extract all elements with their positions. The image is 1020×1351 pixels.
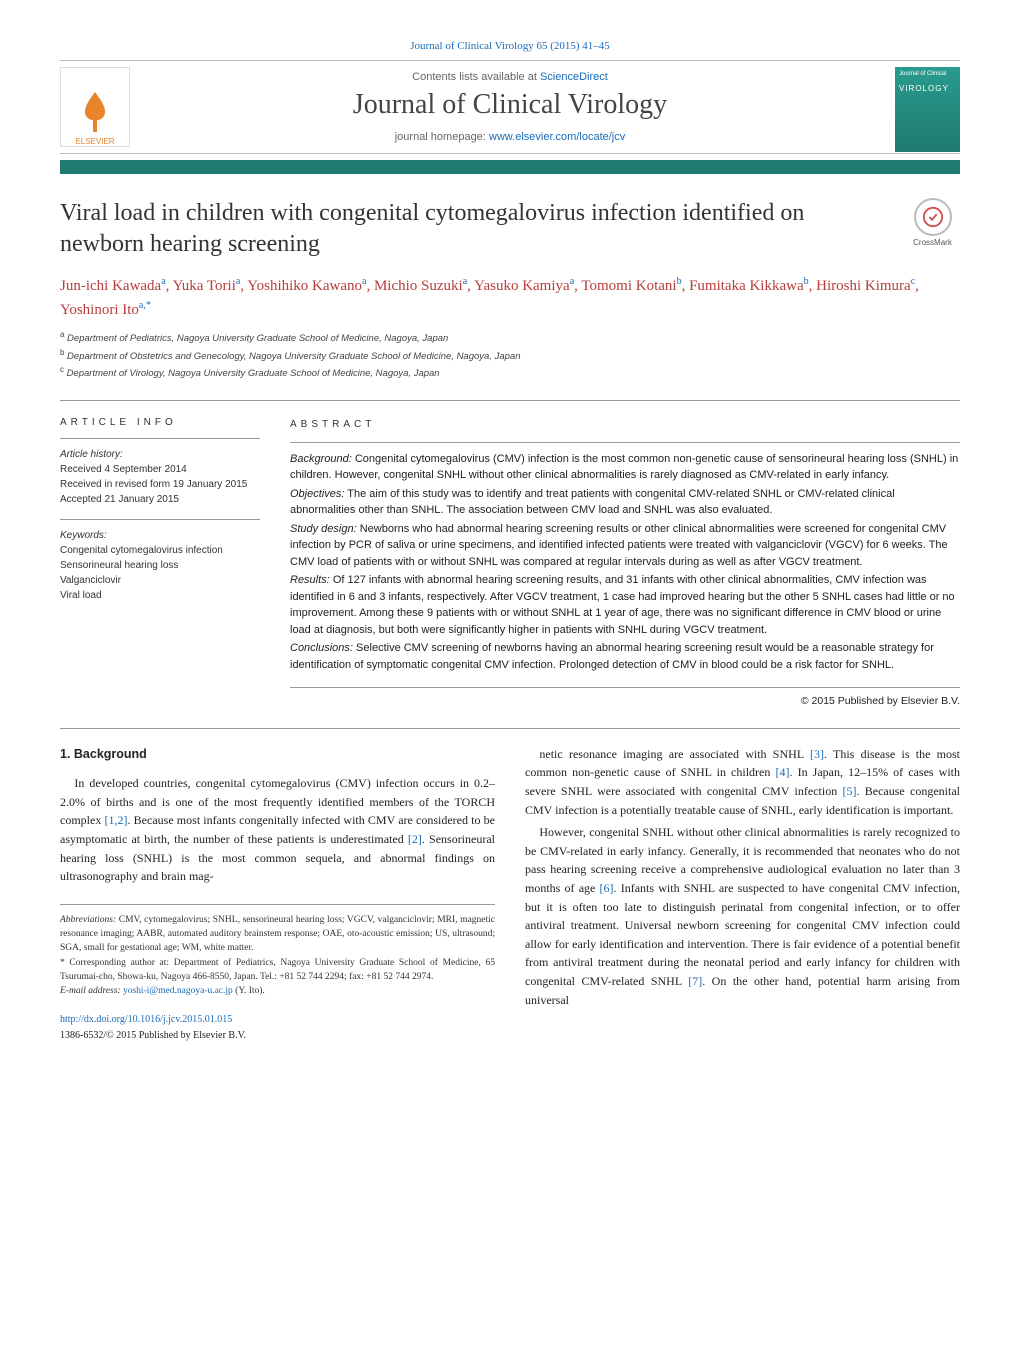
crossmark-badge[interactable]: CrossMark: [905, 198, 960, 253]
masthead: ELSEVIER Contents lists available at Sci…: [60, 60, 960, 154]
corresponding-author: * Corresponding author at: Department of…: [60, 956, 495, 985]
abbrev-label: Abbreviations:: [60, 915, 116, 925]
abs-bg: Congenital cytomegalovirus (CMV) infecti…: [290, 453, 958, 482]
left-column: 1. Background In developed countries, co…: [60, 745, 495, 1043]
journal-reference: Journal of Clinical Virology 65 (2015) 4…: [60, 40, 960, 52]
history-label: Article history:: [60, 449, 123, 460]
journal-title: Journal of Clinical Virology: [353, 89, 667, 121]
info-abstract-row: article info Article history: Received 4…: [60, 400, 960, 710]
abs-design: Newborns who had abnormal hearing screen…: [290, 523, 948, 568]
abstract: abstract Background: Congenital cytomega…: [290, 417, 960, 710]
email-link[interactable]: yoshi-i@med.nagoya-u.ac.jp: [123, 986, 233, 996]
crossmark-icon: [922, 206, 944, 228]
page: Journal of Clinical Virology 65 (2015) 4…: [0, 0, 1020, 1083]
revised-date: Received in revised form 19 January 2015: [60, 479, 247, 490]
article-info: article info Article history: Received 4…: [60, 417, 260, 710]
elsevier-tree-icon: [70, 87, 120, 137]
body-para: In developed countries, congenital cytom…: [60, 774, 495, 886]
abs-results: Of 127 infants with abnormal hearing scr…: [290, 574, 955, 636]
crossmark-label: CrossMark: [913, 238, 952, 247]
issn-line: 1386-6532/© 2015 Published by Elsevier B…: [60, 1030, 246, 1041]
email-label: E-mail address:: [60, 986, 121, 996]
homepage-line: journal homepage: www.elsevier.com/locat…: [353, 131, 667, 143]
received-date: Received 4 September 2014: [60, 464, 187, 475]
contents-line: Contents lists available at ScienceDirec…: [353, 71, 667, 83]
footnotes: Abbreviations: CMV, cytomegalovirus; SNH…: [60, 904, 495, 999]
body-para: However, congenital SNHL without other c…: [525, 823, 960, 1009]
info-heading: article info: [60, 417, 260, 428]
keywords-block: Keywords: Congenital cytomegalovirus inf…: [60, 519, 260, 603]
color-bar: [60, 160, 960, 174]
abs-design-label: Study design:: [290, 523, 357, 535]
affiliations: a Department of Pediatrics, Nagoya Unive…: [60, 329, 960, 381]
doi-link[interactable]: http://dx.doi.org/10.1016/j.jcv.2015.01.…: [60, 1014, 232, 1025]
sciencedirect-link[interactable]: ScienceDirect: [540, 71, 608, 83]
elsevier-logo[interactable]: ELSEVIER: [60, 67, 130, 147]
cover-label: VIROLOGY: [899, 84, 956, 94]
homepage-link[interactable]: www.elsevier.com/locate/jcv: [489, 131, 625, 143]
abstract-body: Background: Congenital cytomegalovirus (…: [290, 442, 960, 710]
article-title: Viral load in children with congenital c…: [60, 198, 905, 260]
author-list: Jun-ichi Kawadaa, Yuka Toriia, Yoshihiko…: [60, 274, 960, 321]
section-heading-background: 1. Background: [60, 745, 495, 764]
abs-bg-label: Background:: [290, 453, 352, 465]
corr-label: * Corresponding author at:: [60, 958, 169, 968]
email-name: (Y. Ito).: [235, 986, 265, 996]
article-history: Article history: Received 4 September 20…: [60, 438, 260, 507]
body-para: netic resonance imaging are associated w…: [525, 745, 960, 819]
elsevier-label: ELSEVIER: [75, 137, 114, 146]
abs-results-label: Results:: [290, 574, 330, 586]
abs-obj: The aim of this study was to identify an…: [290, 488, 895, 517]
keywords-list: Congenital cytomegalovirus infectionSens…: [60, 545, 223, 601]
right-column: netic resonance imaging are associated w…: [525, 745, 960, 1043]
abs-concl-label: Conclusions:: [290, 642, 353, 654]
abbrev-text: CMV, cytomegalovirus; SNHL, sensorineura…: [60, 915, 495, 954]
body-columns: 1. Background In developed countries, co…: [60, 728, 960, 1043]
doi-block: http://dx.doi.org/10.1016/j.jcv.2015.01.…: [60, 1012, 495, 1043]
abs-concl: Selective CMV screening of newborns havi…: [290, 642, 934, 671]
abbreviations: Abbreviations: CMV, cytomegalovirus; SNH…: [60, 913, 495, 956]
contents-prefix: Contents lists available at: [412, 71, 540, 83]
accepted-date: Accepted 21 January 2015: [60, 494, 179, 505]
abstract-copyright: © 2015 Published by Elsevier B.V.: [290, 687, 960, 710]
masthead-center: Contents lists available at ScienceDirec…: [353, 71, 667, 143]
abstract-heading: abstract: [290, 417, 960, 432]
homepage-prefix: journal homepage:: [395, 131, 489, 143]
keywords-label: Keywords:: [60, 530, 107, 541]
abs-obj-label: Objectives:: [290, 488, 344, 500]
title-row: Viral load in children with congenital c…: [60, 198, 960, 260]
email-line: E-mail address: yoshi-i@med.nagoya-u.ac.…: [60, 984, 495, 998]
journal-cover-thumbnail[interactable]: Journal of Clinical VIROLOGY: [895, 67, 960, 152]
